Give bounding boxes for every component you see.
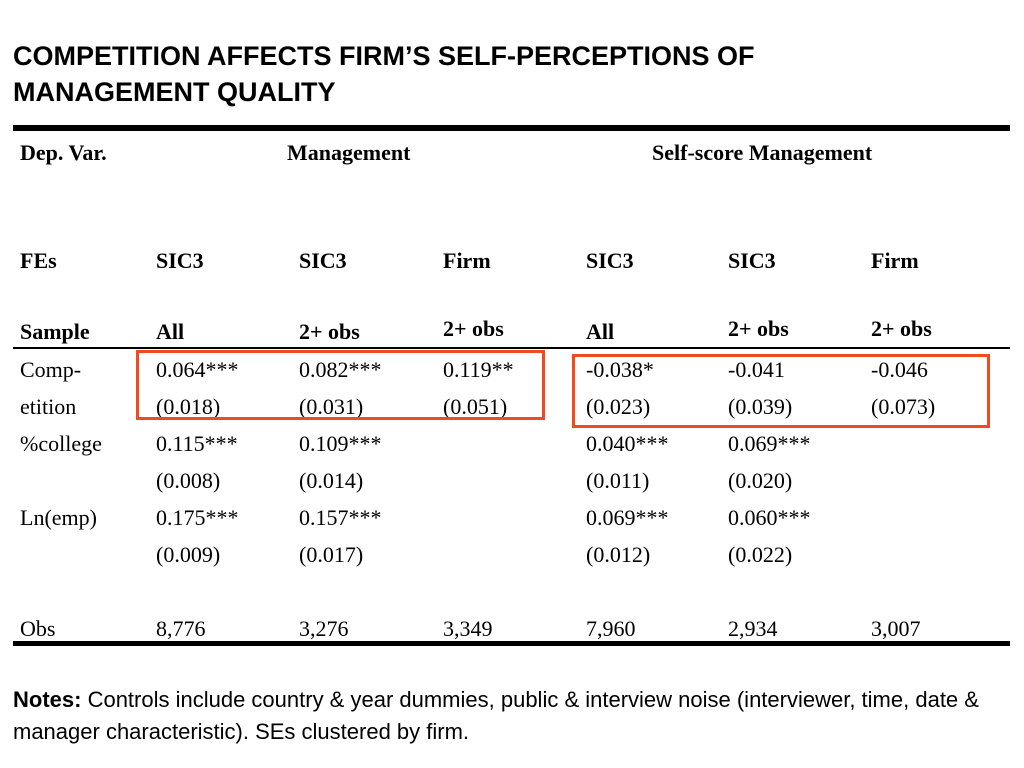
sample-label: Sample xyxy=(20,319,90,344)
se-cell: (0.031) xyxy=(299,394,364,419)
sample-cell: 2+ obs xyxy=(728,316,789,341)
row-label-competition-2: etition xyxy=(20,394,77,419)
sample-cell: 2+ obs xyxy=(299,319,360,344)
sample-cell: All xyxy=(586,319,615,344)
se-cell: (0.051) xyxy=(443,394,508,419)
coef-cell: 0.060*** xyxy=(728,505,811,530)
obs-cell: 2,934 xyxy=(728,616,778,641)
highlight-box-management xyxy=(136,350,545,420)
se-cell: (0.073) xyxy=(871,394,936,419)
coef-cell: 0.157*** xyxy=(299,505,382,530)
se-cell: (0.008) xyxy=(156,468,221,493)
coef-cell: -0.041 xyxy=(728,357,785,382)
sample-cell: All xyxy=(156,319,185,344)
fes-cell: Firm xyxy=(443,248,491,273)
row-label-competition-1: Comp- xyxy=(20,357,82,382)
table-bottom-rule xyxy=(13,641,1010,646)
depvar-label: Dep. Var. xyxy=(20,140,107,165)
se-cell: (0.020) xyxy=(728,468,793,493)
se-cell: (0.039) xyxy=(728,394,793,419)
highlight-box-self-score xyxy=(572,354,990,428)
se-cell: (0.023) xyxy=(586,394,651,419)
coef-cell: 0.064*** xyxy=(156,357,239,382)
coef-cell: 0.069*** xyxy=(728,431,811,456)
notes-text: Controls include country & year dummies,… xyxy=(13,687,979,744)
se-cell: (0.018) xyxy=(156,394,221,419)
fes-cell: SIC3 xyxy=(299,248,347,273)
coef-cell: 0.109*** xyxy=(299,431,382,456)
row-label-obs: Obs xyxy=(20,616,56,641)
coef-cell: 0.082*** xyxy=(299,357,382,382)
row-label-lnemp: Ln(emp) xyxy=(20,505,97,530)
group-header-management: Management xyxy=(287,140,411,165)
obs-cell: 3,007 xyxy=(871,616,921,641)
title-line-2: MANAGEMENT QUALITY xyxy=(13,77,336,107)
table-top-rule xyxy=(13,125,1010,131)
table-header-rule xyxy=(13,347,1010,349)
row-label-college: %college xyxy=(20,431,102,456)
fes-cell: SIC3 xyxy=(586,248,634,273)
fes-cell: SIC3 xyxy=(156,248,204,273)
group-header-self-score: Self-score Management xyxy=(652,140,873,165)
coef-cell: 0.115*** xyxy=(156,431,238,456)
obs-cell: 7,960 xyxy=(586,616,636,641)
se-cell: (0.017) xyxy=(299,542,364,567)
coef-cell: 0.175*** xyxy=(156,505,239,530)
se-cell: (0.014) xyxy=(299,468,364,493)
se-cell: (0.009) xyxy=(156,542,221,567)
fes-label: FEs xyxy=(20,248,57,273)
coef-cell: -0.038* xyxy=(586,357,654,382)
obs-cell: 3,276 xyxy=(299,616,349,641)
notes: Notes: Controls include country & year d… xyxy=(13,684,1003,748)
fes-cell: Firm xyxy=(871,248,919,273)
sample-cell: 2+ obs xyxy=(871,316,932,341)
coef-cell: 0.119** xyxy=(443,357,514,382)
fes-cell: SIC3 xyxy=(728,248,776,273)
se-cell: (0.022) xyxy=(728,542,793,567)
coef-cell: 0.040*** xyxy=(586,431,669,456)
sample-cell: 2+ obs xyxy=(443,316,504,341)
page-title: COMPETITION AFFECTS FIRM’S SELF-PERCEPTI… xyxy=(13,38,755,110)
notes-label: Notes: xyxy=(13,687,82,712)
obs-cell: 8,776 xyxy=(156,616,206,641)
coef-cell: -0.046 xyxy=(871,357,928,382)
title-line-1: COMPETITION AFFECTS FIRM’S SELF-PERCEPTI… xyxy=(13,41,755,71)
obs-cell: 3,349 xyxy=(443,616,493,641)
se-cell: (0.012) xyxy=(586,542,651,567)
coef-cell: 0.069*** xyxy=(586,505,669,530)
se-cell: (0.011) xyxy=(586,468,650,493)
